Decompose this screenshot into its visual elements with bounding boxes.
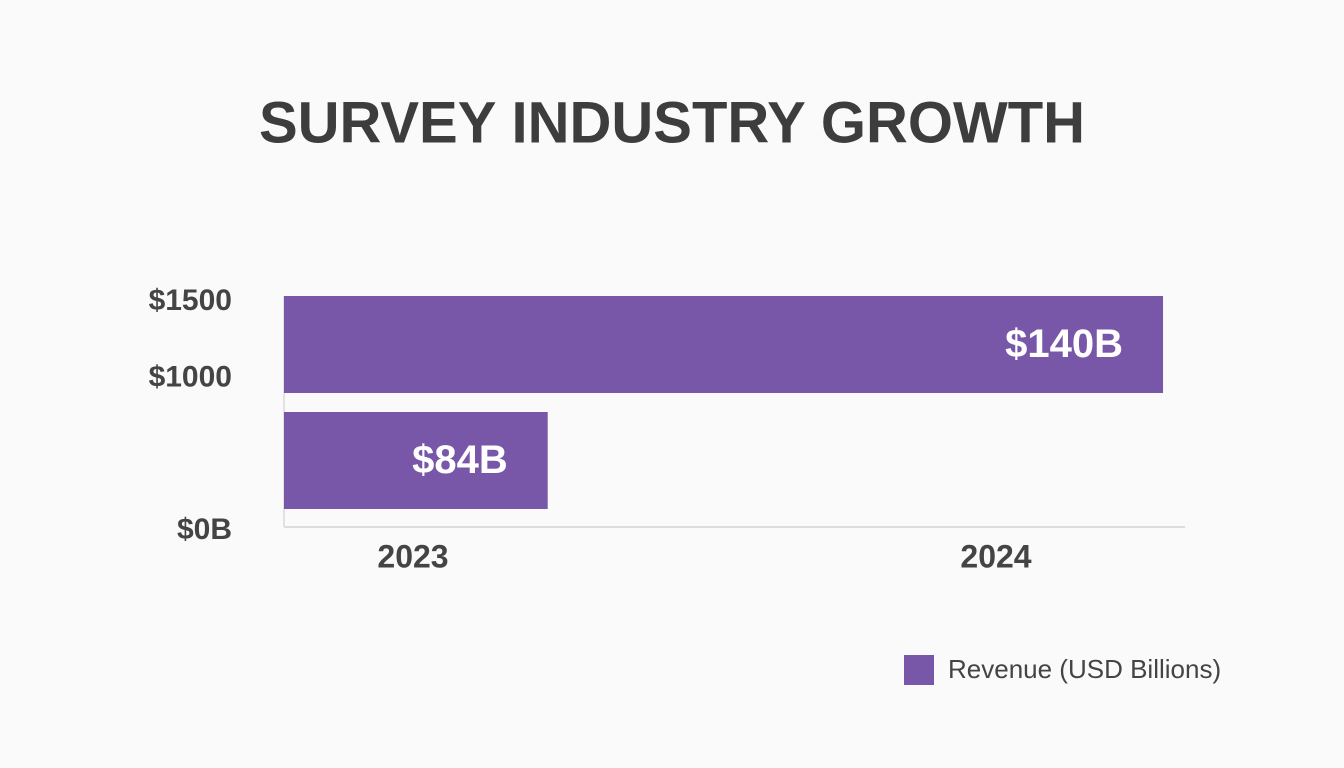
y-tick-label: $1500 [149, 284, 232, 317]
legend-swatch [904, 655, 934, 685]
x-tick-label: 2023 [377, 538, 448, 574]
legend-label: Revenue (USD Billions) [948, 654, 1221, 684]
x-tick-label: 2024 [960, 538, 1031, 574]
y-tick-label: $1000 [149, 360, 232, 393]
bar-value-label: $140B [1005, 322, 1123, 366]
chart-title: SURVEY INDUSTRY GROWTH [259, 90, 1085, 155]
bar [284, 296, 1164, 393]
y-tick-label: $0B [177, 513, 232, 546]
bar-value-label: $84B [412, 438, 508, 482]
bar [284, 412, 548, 509]
